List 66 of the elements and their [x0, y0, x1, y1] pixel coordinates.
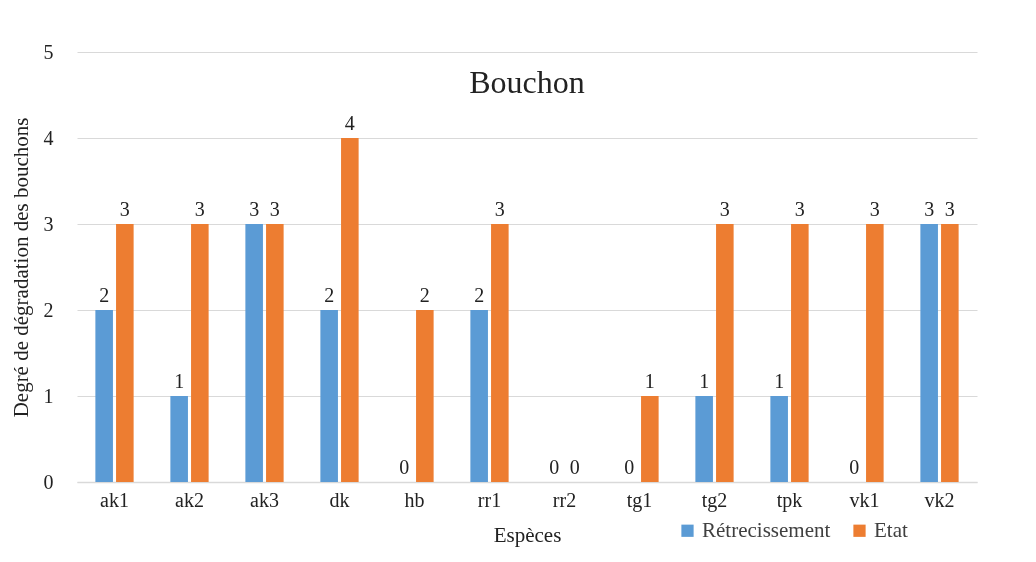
bar — [116, 224, 134, 482]
x-tick-label: tg2 — [701, 488, 728, 512]
bar — [866, 224, 884, 482]
x-tick-label: hb — [404, 488, 425, 511]
bar — [416, 310, 434, 482]
data-label: 2 — [99, 284, 110, 306]
bar — [716, 224, 734, 482]
bar — [320, 310, 338, 482]
bar — [695, 396, 713, 482]
bar — [941, 224, 959, 482]
data-label: 3 — [494, 198, 505, 220]
y-tick-label: 5 — [43, 40, 54, 63]
data-label: 1 — [699, 370, 710, 392]
x-tick-label: tg1 — [626, 488, 653, 512]
data-label: 1 — [774, 370, 785, 392]
data-label: 2 — [419, 284, 430, 306]
data-label: 3 — [719, 198, 730, 220]
legend-label: Rétrecissement — [702, 517, 831, 542]
x-tick-label: tpk — [776, 488, 803, 512]
y-tick-label: 2 — [43, 298, 54, 321]
x-tick-label: vk1 — [849, 488, 880, 511]
bar — [770, 396, 788, 482]
data-label: 3 — [924, 198, 935, 220]
data-label: 0 — [549, 456, 560, 478]
x-tick-label: ak3 — [250, 488, 279, 511]
bar — [191, 224, 209, 482]
bar — [170, 396, 188, 482]
y-tick-label: 1 — [43, 384, 54, 407]
x-axis-title: Espèces — [493, 522, 562, 547]
bar — [920, 224, 938, 482]
data-label: 3 — [944, 198, 955, 220]
bar — [245, 224, 263, 482]
data-label: 0 — [569, 456, 580, 478]
y-tick-label: 4 — [43, 126, 54, 149]
data-label: 3 — [119, 198, 130, 220]
x-tick-label: rr2 — [552, 488, 577, 511]
y-axis-title: Degré de dégradation des bouchons — [8, 117, 33, 418]
y-tick-label: 0 — [43, 470, 54, 493]
data-label: 1 — [644, 370, 655, 392]
data-label: 2 — [324, 284, 335, 306]
data-label: 0 — [399, 456, 410, 478]
data-label: 3 — [194, 198, 205, 220]
bar — [641, 396, 659, 482]
data-label: 1 — [174, 370, 185, 392]
data-label: 3 — [269, 198, 280, 220]
bar — [491, 224, 509, 482]
bar — [266, 224, 284, 482]
data-label: 0 — [624, 456, 635, 478]
bar — [791, 224, 809, 482]
x-tick-label: ak2 — [175, 488, 204, 511]
data-label: 3 — [794, 198, 805, 220]
x-tick-label: vk2 — [924, 488, 955, 511]
data-label: 3 — [869, 198, 880, 220]
data-label: 4 — [344, 112, 355, 134]
y-tick-label: 3 — [43, 212, 54, 235]
legend-label: Etat — [874, 517, 908, 542]
x-tick-label: rr1 — [477, 488, 502, 511]
data-label: 3 — [249, 198, 260, 220]
bar — [341, 138, 359, 482]
bar — [470, 310, 488, 482]
data-label: 2 — [474, 284, 485, 306]
x-tick-label: ak1 — [100, 488, 129, 511]
bar — [95, 310, 113, 482]
chart-title: Bouchon — [469, 64, 585, 100]
data-label: 0 — [849, 456, 860, 478]
x-tick-label: dk — [329, 488, 350, 511]
